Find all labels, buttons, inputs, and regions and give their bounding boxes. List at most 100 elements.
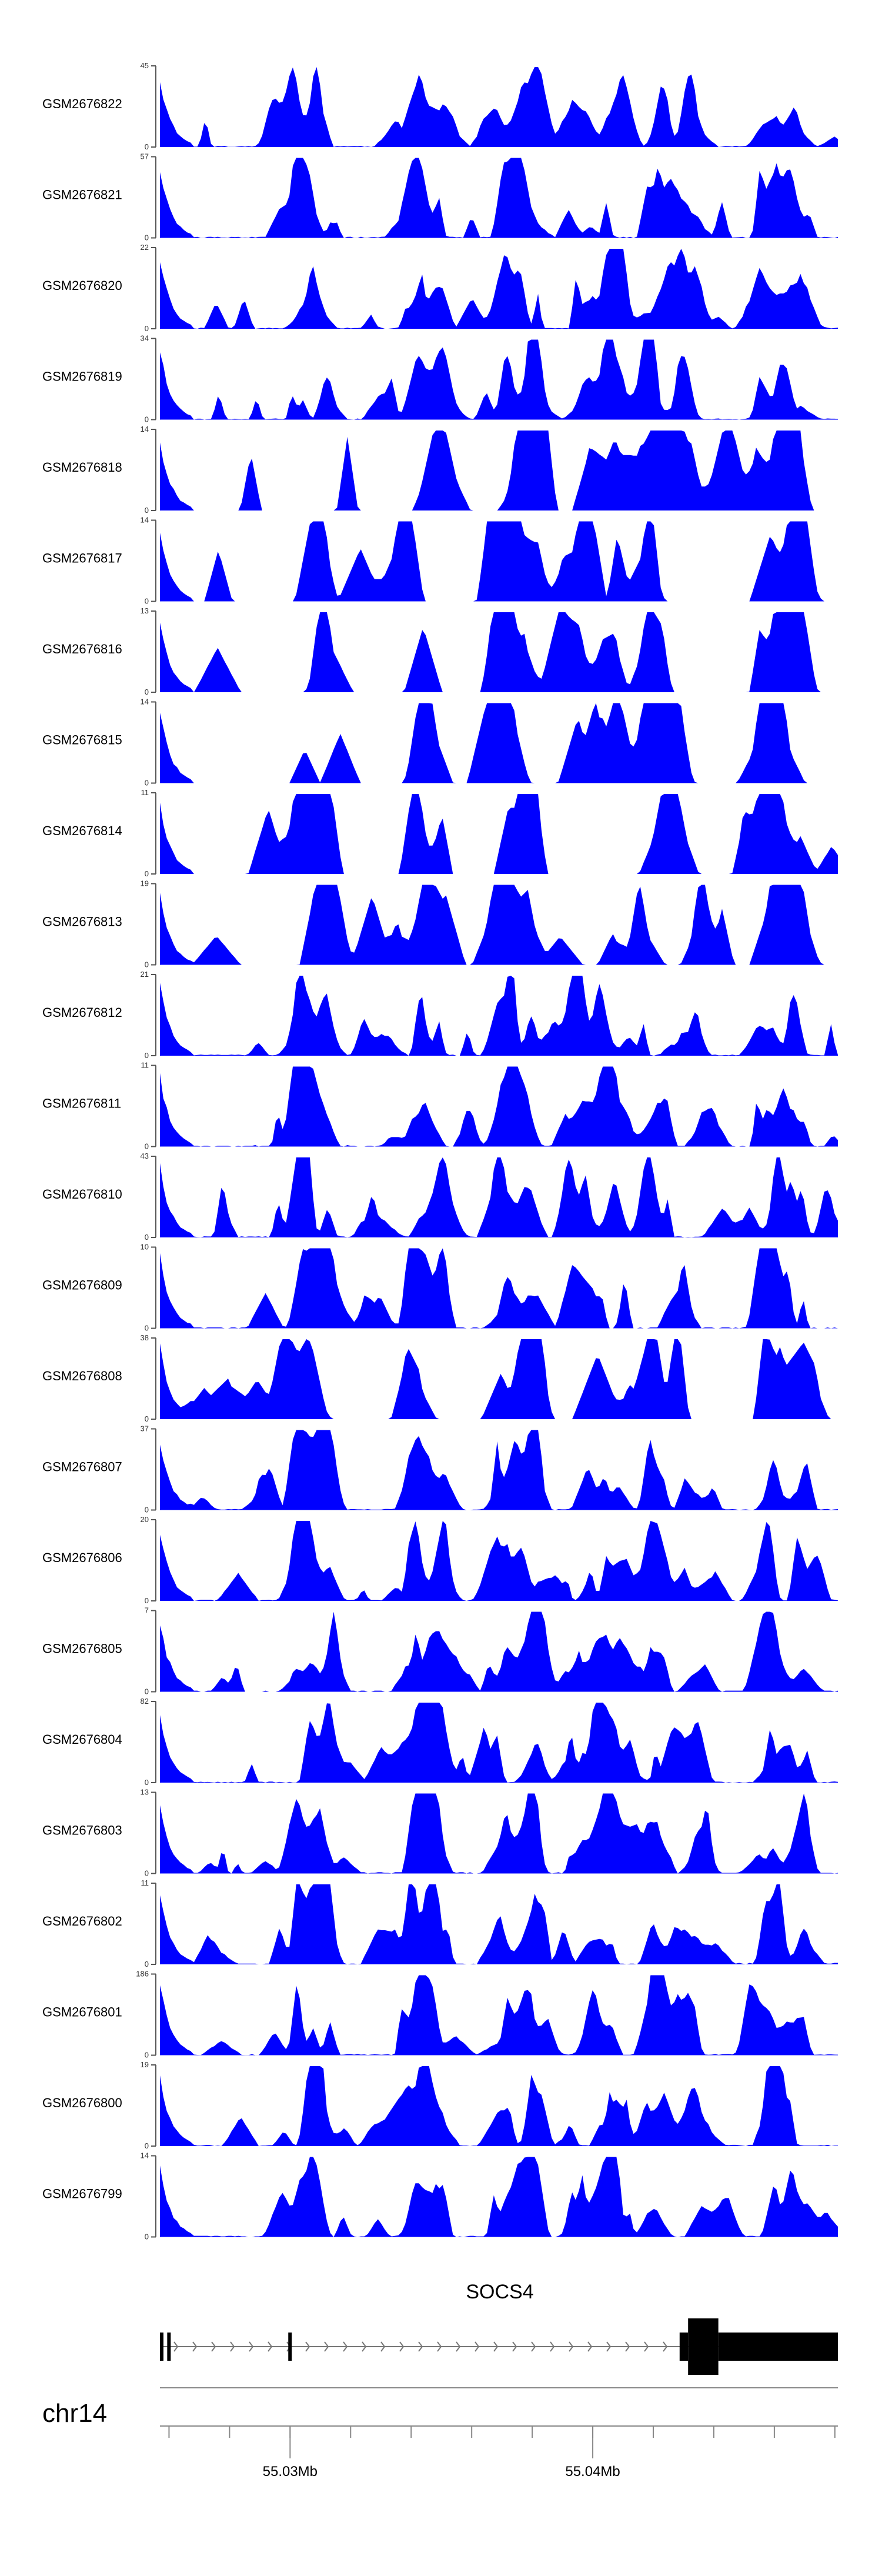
strand-arrow (362, 2341, 367, 2352)
track-label: GSM2676818 (42, 460, 122, 475)
y-min-label: 0 (145, 1324, 149, 1333)
strand-arrow (512, 2341, 517, 2352)
coverage-area (160, 2157, 838, 2237)
track-label: GSM2676819 (42, 369, 122, 384)
strand-arrow (399, 2341, 405, 2352)
coverage-area (160, 612, 838, 692)
track-label: GSM2676807 (42, 1460, 122, 1474)
track-GSM2676803: GSM2676803 13 0 (42, 1788, 838, 1878)
coverage-area (160, 1157, 838, 1237)
coverage-area (160, 1339, 838, 1419)
y-max-label: 20 (141, 1515, 149, 1524)
y-min-label: 0 (145, 415, 149, 424)
track-label: GSM2676817 (42, 551, 122, 566)
y-min-label: 0 (145, 142, 149, 151)
track-GSM2676821: GSM2676821 57 0 (42, 152, 838, 242)
track-GSM2676804: GSM2676804 82 0 (42, 1697, 838, 1787)
strand-arrow (305, 2341, 310, 2352)
y-max-label: 38 (141, 1333, 149, 1342)
track-label: GSM2676820 (42, 278, 122, 293)
strand-arrow (249, 2341, 254, 2352)
strand-arrow (606, 2341, 612, 2352)
y-max-label: 45 (141, 61, 149, 70)
track-GSM2676820: GSM2676820 22 0 (42, 243, 838, 333)
track-GSM2676810: GSM2676810 43 0 (42, 1152, 838, 1242)
strand-arrow (625, 2341, 630, 2352)
coverage-area (160, 1066, 838, 1147)
y-max-label: 11 (141, 788, 149, 797)
track-GSM2676806: GSM2676806 20 0 (42, 1515, 838, 1605)
track-GSM2676815: GSM2676815 14 0 (42, 698, 838, 788)
track-GSM2676816: GSM2676816 13 0 (42, 606, 838, 696)
track-GSM2676814: GSM2676814 11 0 (42, 788, 838, 878)
track-label: GSM2676799 (42, 2187, 122, 2201)
track-GSM2676808: GSM2676808 38 0 (42, 1333, 838, 1423)
track-label: GSM2676806 (42, 1550, 122, 1565)
gene-model (160, 2318, 838, 2375)
y-max-label: 22 (141, 243, 149, 252)
y-max-label: 43 (141, 1152, 149, 1160)
track-label: GSM2676811 (42, 1096, 121, 1111)
track-label: GSM2676814 (42, 823, 122, 838)
y-max-label: 7 (145, 1606, 149, 1615)
strand-arrow (437, 2341, 442, 2352)
exon-cds (688, 2318, 719, 2375)
strand-arrow (663, 2341, 668, 2352)
y-max-label: 14 (141, 425, 149, 433)
exon-utr (288, 2333, 292, 2361)
y-max-label: 34 (141, 334, 149, 343)
track-label: GSM2676810 (42, 1187, 122, 1202)
gene-label: SOCS4 (466, 2281, 533, 2303)
strand-arrow (343, 2341, 348, 2352)
track-label: GSM2676812 (42, 1005, 122, 1020)
y-max-label: 14 (141, 516, 149, 525)
coverage-area (160, 1975, 838, 2056)
track-label: GSM2676802 (42, 1914, 122, 1928)
axis-tick-label: 55.04Mb (565, 2464, 620, 2480)
strand-arrow (268, 2341, 273, 2352)
exon-utr (167, 2333, 171, 2361)
y-min-label: 0 (145, 597, 149, 606)
y-min-label: 0 (145, 869, 149, 878)
y-min-label: 0 (145, 2233, 149, 2241)
track-GSM2676817: GSM2676817 14 0 (42, 516, 838, 606)
strand-arrow (418, 2341, 423, 2352)
track-label: GSM2676803 (42, 1823, 122, 1838)
exon-utr (679, 2333, 689, 2361)
coverage-area (160, 1884, 838, 1964)
strand-arrow (569, 2341, 574, 2352)
coverage-area (160, 976, 838, 1056)
strand-arrow (475, 2341, 480, 2352)
track-label: GSM2676804 (42, 1732, 122, 1747)
track-GSM2676819: GSM2676819 34 0 (42, 334, 838, 424)
strand-arrow (550, 2341, 555, 2352)
y-min-label: 0 (145, 233, 149, 242)
coverage-area (160, 1793, 838, 1874)
track-GSM2676800: GSM2676800 19 0 (42, 2060, 838, 2150)
track-label: GSM2676805 (42, 1641, 122, 1656)
track-label: GSM2676809 (42, 1278, 122, 1293)
strand-arrow (211, 2341, 216, 2352)
y-min-label: 0 (145, 1506, 149, 1514)
strand-arrow (493, 2341, 499, 2352)
coverage-area (160, 67, 838, 147)
chromosome-label: chr14 (42, 2399, 107, 2428)
coverage-area (160, 1703, 838, 1783)
strand-arrow (456, 2341, 461, 2352)
strand-arrow (230, 2341, 235, 2352)
track-label: GSM2676822 (42, 96, 122, 111)
y-min-label: 0 (145, 1778, 149, 1787)
y-min-label: 0 (145, 2051, 149, 2060)
strand-arrow (324, 2341, 329, 2352)
track-GSM2676822: GSM2676822 45 0 (42, 61, 838, 151)
exon-utr (160, 2333, 163, 2361)
coverage-area (160, 158, 838, 238)
y-max-label: 19 (141, 2060, 149, 2069)
genome-axis-track: chr14 55.03Mb 55.04Mb (42, 2387, 838, 2480)
track-label: GSM2676813 (42, 915, 122, 929)
track-GSM2676805: GSM2676805 7 0 (42, 1606, 838, 1696)
exon-utr (718, 2333, 838, 2361)
track-GSM2676811: GSM2676811 11 0 (42, 1061, 838, 1151)
y-min-label: 0 (145, 688, 149, 696)
coverage-area (160, 703, 838, 783)
